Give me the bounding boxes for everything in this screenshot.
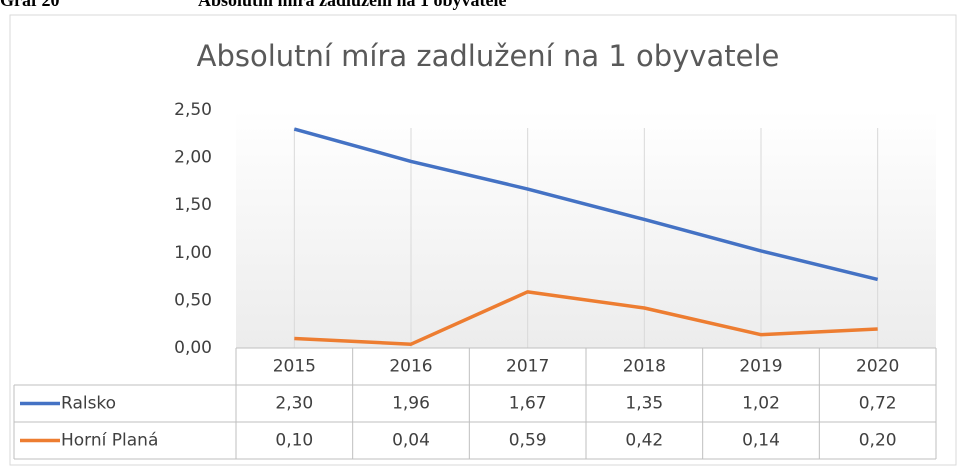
legend-label: Horní Planá [61,431,158,451]
table-value: 0,14 [742,431,780,451]
table-value: 1,67 [509,394,547,414]
chart-title: Absolutní míra zadlužení na 1 obyvatele [197,39,780,73]
series-line [293,127,879,282]
table-value: 0,04 [392,431,430,451]
y-tick-label: 2,50 [174,100,212,120]
chart-border [9,14,957,466]
y-tick-label: 1,50 [174,195,212,215]
x-tick-label: 2019 [739,357,782,377]
y-tick-label: 2,00 [174,148,212,168]
figure-caption: Absolutní míra zadlužení na 1 obyvatele [198,0,507,10]
x-tick-label: 2018 [623,357,666,377]
table-value: 1,02 [742,394,780,414]
plot-area [236,110,936,348]
table-value: 1,96 [392,394,430,414]
series-line [294,290,878,346]
table-value: 0,20 [859,431,897,451]
table-value: 0,10 [275,431,313,451]
table-value: 0,72 [859,394,897,414]
y-tick-label: 0,00 [174,338,212,358]
table-value: 0,59 [509,431,547,451]
x-tick-label: 2015 [273,357,316,377]
y-tick-label: 1,00 [174,243,212,263]
figure-label: Graf 20 [0,0,59,10]
x-tick-label: 2016 [389,357,432,377]
y-tick-label: 0,50 [174,290,212,310]
table-value: 0,42 [625,431,663,451]
x-tick-label: 2020 [856,357,899,377]
table-value: 1,35 [625,394,663,414]
table-value: 2,30 [275,394,313,414]
legend-label: Ralsko [61,394,116,414]
x-tick-label: 2017 [506,357,549,377]
